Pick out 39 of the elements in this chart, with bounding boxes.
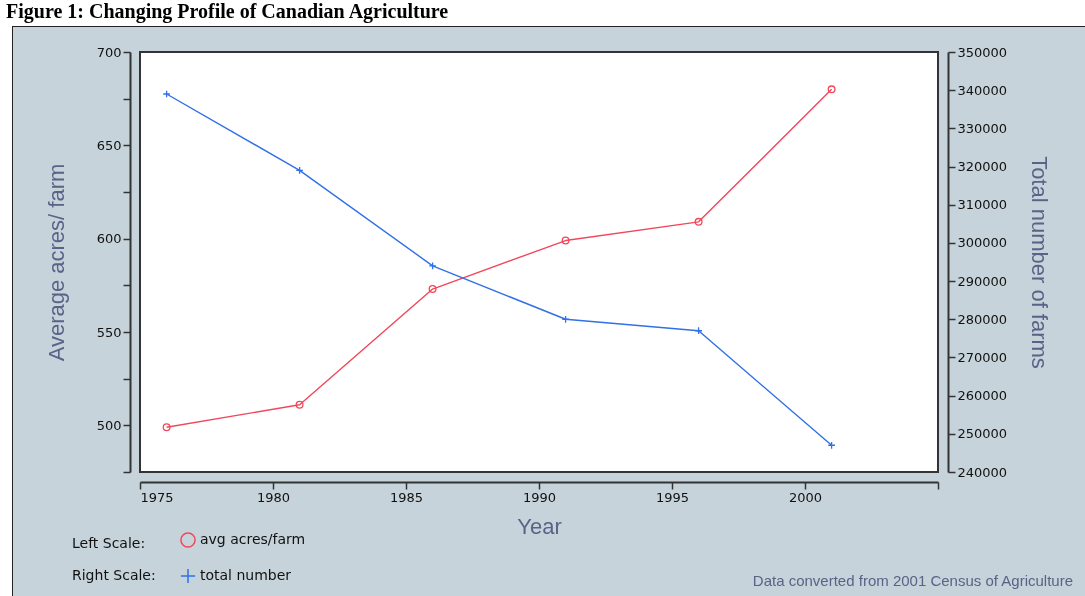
x-tick-label: 1990: [522, 489, 557, 505]
point: [162, 423, 171, 432]
point: [827, 85, 836, 94]
y2-tick-label: 330000: [957, 120, 1008, 136]
point: [162, 90, 171, 98]
y2-tick-label: 290000: [957, 273, 1008, 289]
y-tick-label: 600: [96, 231, 122, 247]
x-axis-title: Year: [517, 513, 562, 539]
y2-axis-title: Total number of farms: [1027, 156, 1053, 369]
x-tick-label: 1995: [655, 489, 690, 505]
y2-tick-label: 270000: [957, 349, 1008, 365]
y-axis-title: Average acres/ farm: [43, 163, 69, 362]
y-tick-label: 550: [96, 324, 122, 340]
y2-tick-label: 240000: [957, 464, 1008, 480]
y2-tick-label: 260000: [957, 388, 1008, 404]
legend-label: total number: [200, 567, 292, 583]
x-tick-label: 1985: [389, 489, 424, 505]
point: [694, 217, 703, 226]
text: Data converted from 2001 Census of Agriculture: [752, 572, 1073, 589]
y2-tick-label: 340000: [957, 82, 1008, 98]
y2-tick-label: 250000: [957, 426, 1008, 442]
x-tick-label: 2000: [788, 489, 823, 505]
legend-label: avg acres/farm: [200, 531, 306, 547]
y-tick-label: 650: [96, 137, 122, 153]
chart-title: Figure 1: Changing Profile of Canadian Agriculture: [6, 0, 449, 23]
y2-tick-label: 350000: [957, 44, 1008, 60]
y-tick-label: 700: [96, 44, 122, 60]
y2-tick-label: 280000: [957, 311, 1008, 327]
text: Right Scale:: [72, 567, 156, 583]
y2-tick-label: 320000: [957, 159, 1008, 175]
point: [428, 285, 437, 294]
text: Left Scale:: [72, 535, 146, 551]
point: [561, 236, 570, 245]
x-tick-label: 1980: [256, 489, 291, 505]
y2-tick-label: 300000: [957, 235, 1008, 251]
point: [295, 400, 304, 409]
y2-tick-label: 310000: [957, 197, 1008, 213]
y-tick-label: 500: [96, 417, 122, 433]
x-tick-label: 1975: [140, 489, 174, 505]
